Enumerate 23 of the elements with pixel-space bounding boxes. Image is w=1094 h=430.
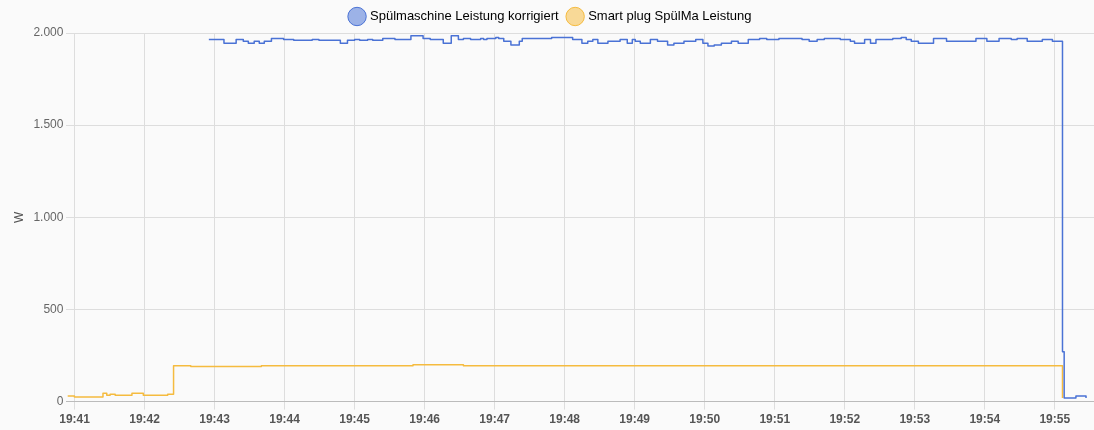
x-tick-label: 19:49 bbox=[619, 412, 651, 427]
y-tick-label: 1.000 bbox=[33, 209, 64, 224]
x-tick-label: 19:48 bbox=[549, 412, 581, 427]
legend-label: Smart plug SpülMa Leistung bbox=[588, 8, 752, 24]
legend-label: Spülmaschine Leistung korrigiert bbox=[370, 8, 560, 24]
x-tick-label: 19:41 bbox=[59, 412, 91, 427]
y-tick-label: 2.000 bbox=[33, 25, 64, 40]
x-tick-label: 19:53 bbox=[899, 412, 931, 427]
x-tick-label: 19:46 bbox=[409, 412, 441, 427]
x-tick-label: 19:51 bbox=[759, 412, 791, 427]
x-tick-label: 19:43 bbox=[199, 412, 231, 427]
x-tick-label: 19:45 bbox=[339, 412, 371, 427]
y-tick-label: 500 bbox=[43, 301, 64, 316]
x-tick-label: 19:52 bbox=[829, 412, 861, 427]
y-tick-label: 0 bbox=[56, 393, 64, 408]
y-axis-title: W bbox=[11, 210, 26, 223]
y-tick-label: 1.500 bbox=[33, 117, 64, 132]
x-tick-label: 19:55 bbox=[1039, 412, 1071, 427]
x-tick-label: 19:42 bbox=[129, 412, 161, 427]
x-tick-label: 19:47 bbox=[479, 412, 511, 427]
x-tick-label: 19:54 bbox=[969, 412, 1001, 427]
x-tick-label: 19:50 bbox=[689, 412, 721, 427]
x-tick-label: 19:44 bbox=[269, 412, 301, 427]
